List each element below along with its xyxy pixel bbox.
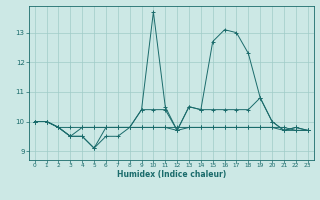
X-axis label: Humidex (Indice chaleur): Humidex (Indice chaleur) xyxy=(116,170,226,179)
